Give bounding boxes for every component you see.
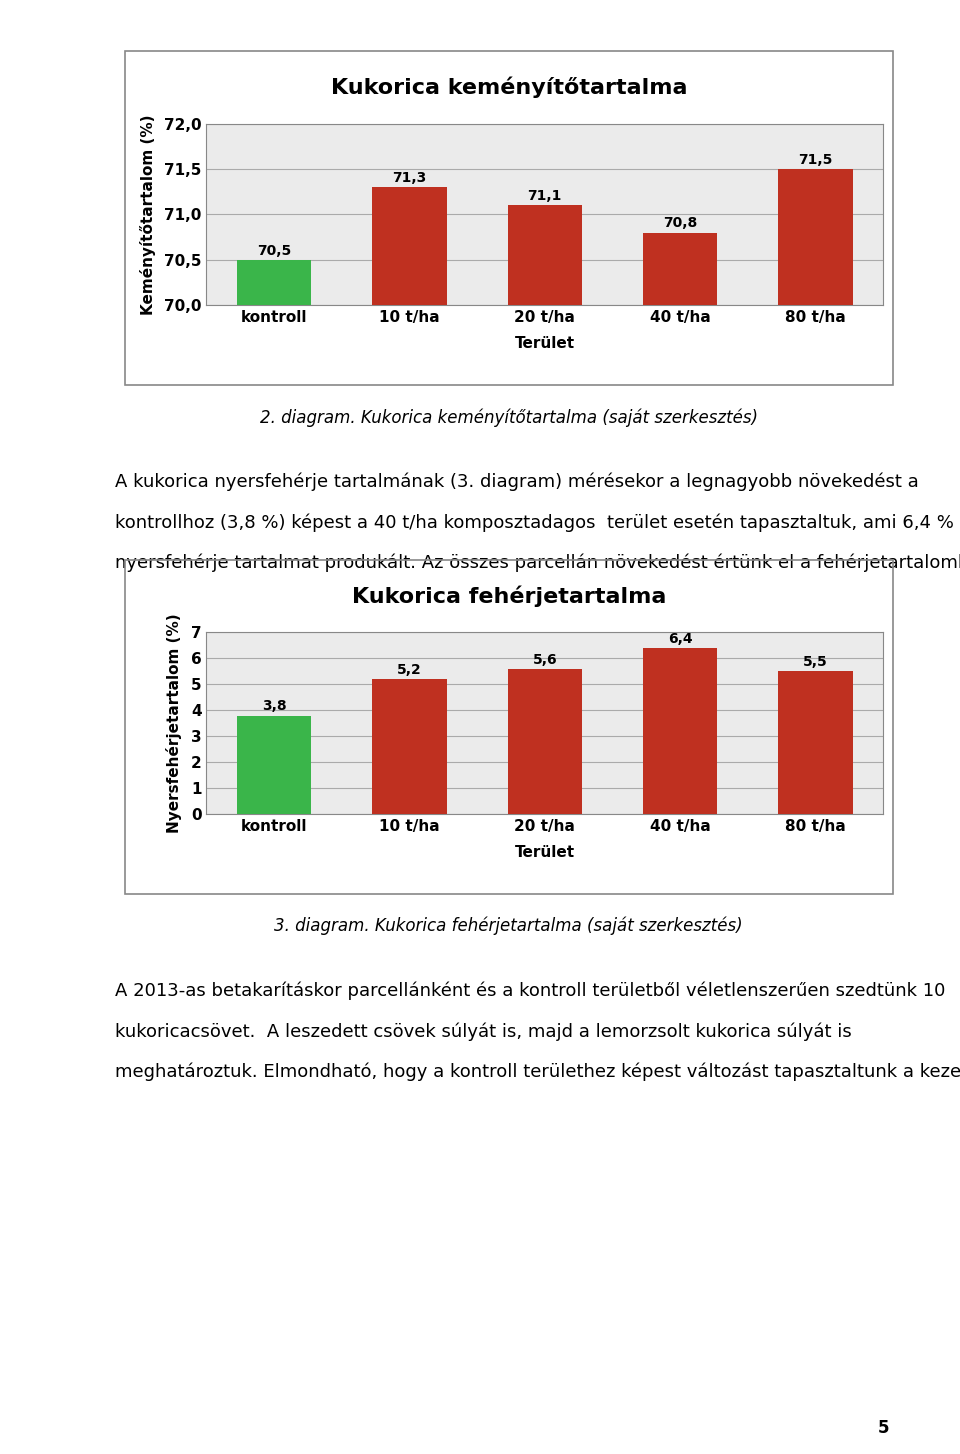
Text: nyersfehérje tartalmat produkált. Az összes parcellán növekedést értünk el a feh: nyersfehérje tartalmat produkált. Az öss… bbox=[115, 554, 960, 573]
Text: 5: 5 bbox=[877, 1419, 889, 1437]
Bar bbox=[508, 205, 582, 1454]
Bar bbox=[372, 188, 446, 1454]
X-axis label: Terület: Terület bbox=[515, 845, 575, 861]
Bar bbox=[508, 669, 582, 814]
Bar bbox=[643, 233, 717, 1454]
Bar bbox=[237, 260, 311, 1454]
Bar bbox=[237, 715, 311, 814]
Text: 70,5: 70,5 bbox=[257, 244, 291, 257]
Text: 3,8: 3,8 bbox=[262, 699, 286, 714]
Bar bbox=[779, 672, 852, 814]
Text: Kukorica fehérjetartalma: Kukorica fehérjetartalma bbox=[351, 586, 666, 606]
Text: 71,5: 71,5 bbox=[799, 153, 832, 167]
Text: 71,1: 71,1 bbox=[528, 189, 562, 204]
Text: 70,8: 70,8 bbox=[663, 217, 697, 230]
Bar bbox=[779, 169, 852, 1454]
Bar bbox=[643, 648, 717, 814]
X-axis label: Terület: Terület bbox=[515, 336, 575, 352]
Text: 5,2: 5,2 bbox=[397, 663, 421, 678]
Text: 5,6: 5,6 bbox=[533, 653, 557, 666]
Text: A 2013-as betakarításkor parcellánként és a kontroll területből véletlenszerűen : A 2013-as betakarításkor parcellánként é… bbox=[115, 981, 946, 1000]
Text: 71,3: 71,3 bbox=[393, 172, 426, 185]
Text: Kukorica keményítőtartalma: Kukorica keményítőtartalma bbox=[330, 77, 687, 97]
Bar bbox=[372, 679, 446, 814]
Y-axis label: Keményítőtartalom (%): Keményítőtartalom (%) bbox=[139, 115, 156, 314]
Text: A kukorica nyersfehérje tartalmának (3. diagram) mérésekor a legnagyobb növekedé: A kukorica nyersfehérje tartalmának (3. … bbox=[115, 473, 919, 491]
Text: kukoricacsövet.  A leszedett csövek súlyát is, majd a lemorzsolt kukorica súlyát: kukoricacsövet. A leszedett csövek súlyá… bbox=[115, 1022, 852, 1041]
Y-axis label: Nyersfehérjetartalom (%): Nyersfehérjetartalom (%) bbox=[166, 614, 182, 833]
Text: 6,4: 6,4 bbox=[668, 632, 692, 646]
Text: meghatároztuk. Elmondható, hogy a kontroll területhez képest változást tapasztal: meghatároztuk. Elmondható, hogy a kontro… bbox=[115, 1063, 960, 1082]
Text: 2. diagram. Kukorica keményítőtartalma (saját szerkesztés): 2. diagram. Kukorica keményítőtartalma (… bbox=[260, 409, 757, 426]
Text: 3. diagram. Kukorica fehérjetartalma (saját szerkesztés): 3. diagram. Kukorica fehérjetartalma (sa… bbox=[275, 917, 743, 935]
Text: 5,5: 5,5 bbox=[804, 656, 828, 669]
Text: kontrollhoz (3,8 %) képest a 40 t/ha komposztadagos  terület esetén tapasztaltuk: kontrollhoz (3,8 %) képest a 40 t/ha kom… bbox=[115, 513, 954, 532]
